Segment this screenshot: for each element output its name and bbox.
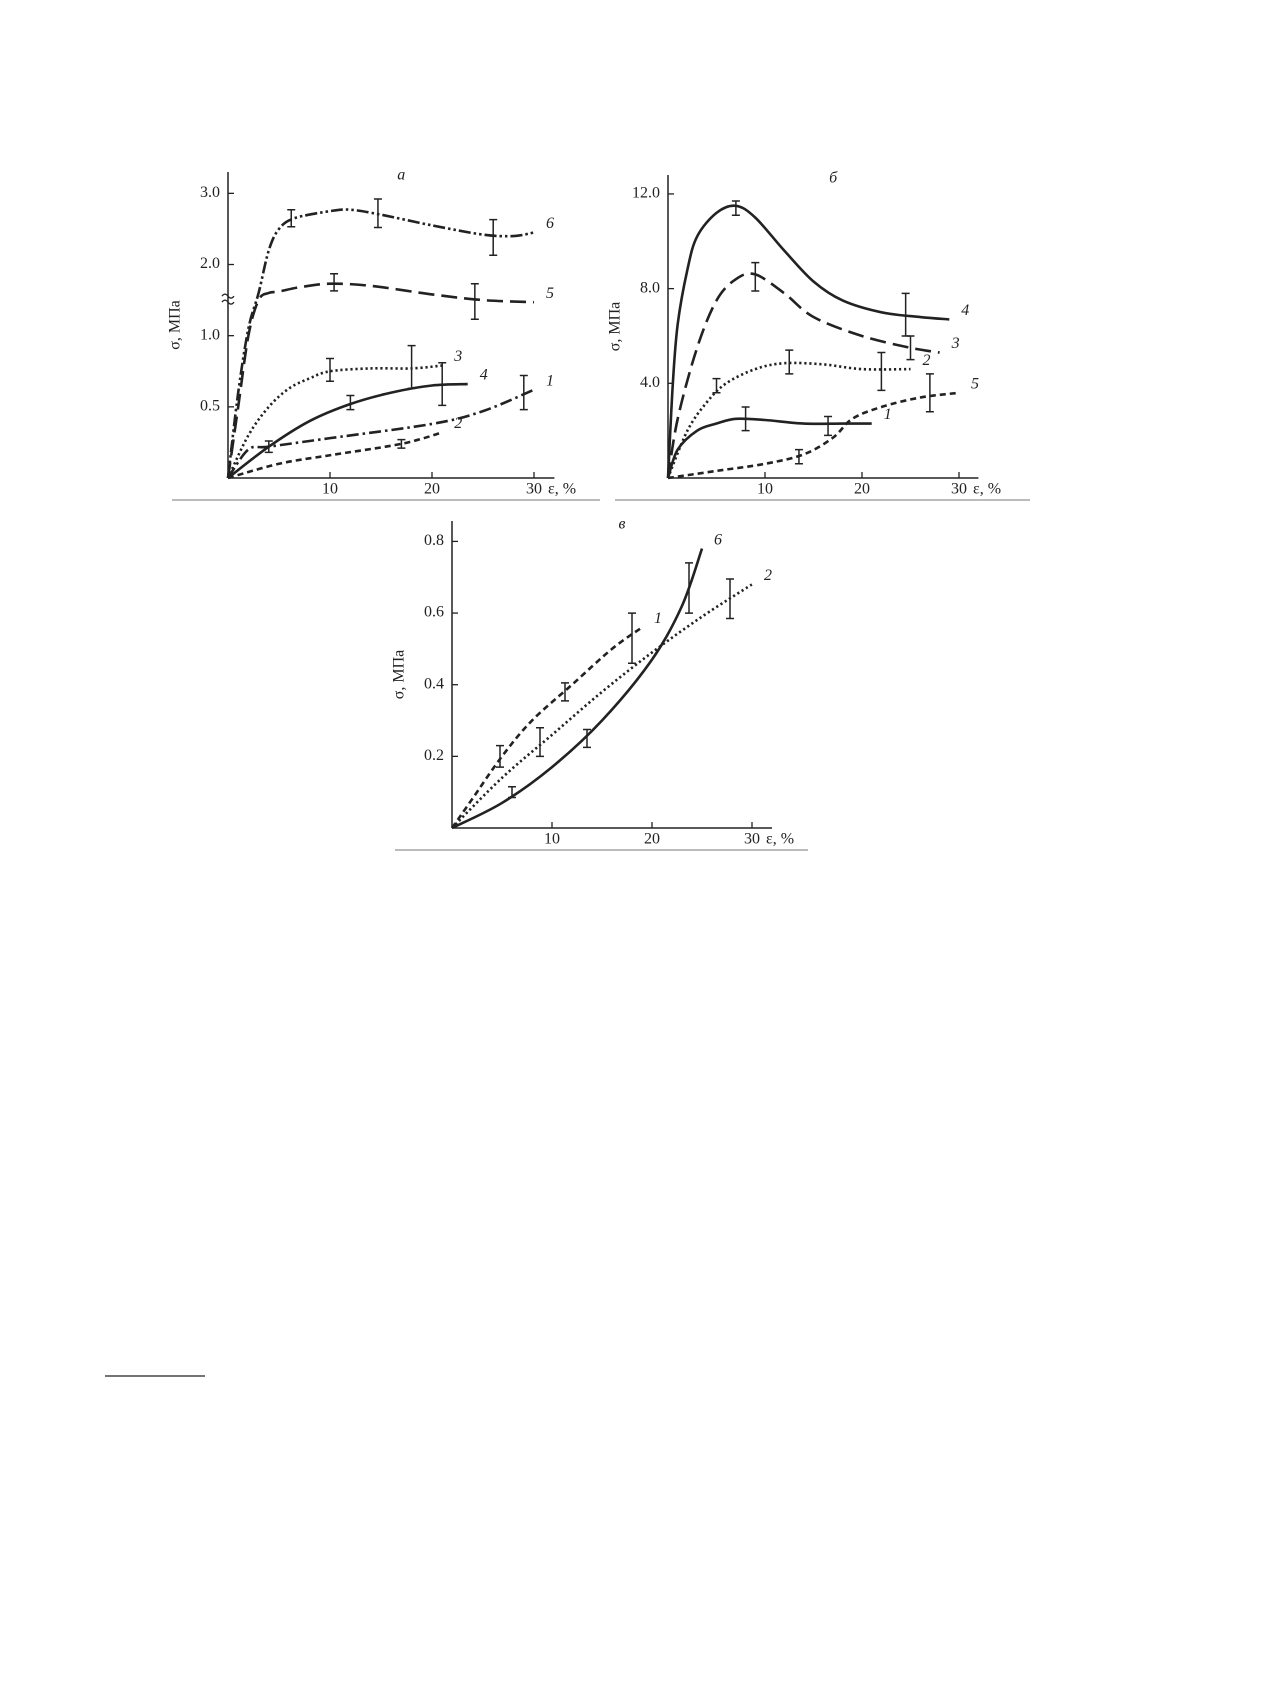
error-bar bbox=[496, 744, 504, 768]
y-tick-label: 8.0 bbox=[640, 279, 660, 296]
y-axis-label: σ, МПа bbox=[391, 650, 408, 700]
x-axis-label: ε, % bbox=[548, 481, 576, 498]
x-tick-label: 10 bbox=[757, 481, 773, 498]
curve bbox=[226, 208, 535, 479]
y-tick-label: 0.2 bbox=[424, 747, 444, 764]
y-axis-label: σ, МПа bbox=[607, 302, 624, 352]
y-tick-label: 2.0 bbox=[200, 255, 220, 272]
error-bar bbox=[628, 612, 636, 664]
error-bar bbox=[287, 208, 296, 228]
curve bbox=[666, 272, 940, 479]
y-tick-label: 0.4 bbox=[424, 675, 444, 692]
series-label: 2 bbox=[764, 567, 772, 584]
x-axis-label: ε, % bbox=[766, 831, 794, 848]
error-bar bbox=[712, 377, 721, 394]
x-tick-label: 30 bbox=[951, 481, 967, 498]
error-bar bbox=[925, 373, 934, 413]
error-bar bbox=[508, 786, 516, 799]
error-bar bbox=[583, 728, 591, 749]
x-tick-label: 20 bbox=[644, 831, 660, 848]
y-tick-label: 1.0 bbox=[200, 326, 220, 343]
error-bar bbox=[685, 562, 693, 614]
error-bar bbox=[906, 335, 915, 361]
error-bar bbox=[785, 349, 794, 375]
error-bar bbox=[877, 351, 886, 392]
curve bbox=[226, 364, 443, 479]
series-label: 4 bbox=[961, 302, 969, 319]
y-tick-label: 4.0 bbox=[640, 374, 660, 391]
series-label: 6 bbox=[714, 531, 722, 548]
series-label: 1 bbox=[884, 406, 892, 423]
chart-title: а bbox=[397, 167, 405, 184]
x-tick-label: 20 bbox=[424, 481, 440, 498]
error-bar bbox=[536, 726, 544, 758]
error-bar bbox=[561, 682, 569, 702]
chart-title: б bbox=[829, 170, 838, 187]
error-bar bbox=[741, 406, 750, 432]
error-bar bbox=[330, 273, 339, 292]
curve bbox=[666, 361, 911, 479]
series-label: 4 bbox=[480, 367, 488, 384]
chart-title: в bbox=[619, 516, 626, 533]
error-bar bbox=[824, 415, 833, 437]
error-bar bbox=[731, 200, 740, 216]
series-label: 2 bbox=[923, 352, 931, 369]
error-bar bbox=[326, 357, 334, 382]
error-bar bbox=[519, 374, 528, 411]
error-bar bbox=[438, 361, 447, 407]
series-label: 3 bbox=[453, 348, 462, 365]
x-axis-label: ε, % bbox=[973, 481, 1001, 498]
series-label: 1 bbox=[546, 372, 554, 389]
series-label: 3 bbox=[951, 335, 960, 352]
series-label: 6 bbox=[546, 215, 554, 232]
error-bar bbox=[407, 344, 416, 390]
error-bar bbox=[794, 448, 803, 465]
x-tick-label: 30 bbox=[526, 481, 542, 498]
y-tick-label: 0.6 bbox=[424, 604, 444, 621]
curve bbox=[451, 583, 753, 829]
series-label: 5 bbox=[971, 375, 979, 392]
x-tick-label: 20 bbox=[854, 481, 870, 498]
curve bbox=[451, 548, 704, 830]
series-label: 2 bbox=[454, 415, 462, 432]
series-label: 5 bbox=[546, 285, 554, 302]
curve bbox=[666, 417, 872, 479]
error-bar bbox=[346, 394, 355, 411]
series-label: 1 bbox=[654, 610, 662, 627]
error-bar bbox=[726, 578, 734, 620]
x-tick-label: 10 bbox=[322, 481, 338, 498]
x-tick-label: 30 bbox=[744, 831, 760, 848]
curve bbox=[226, 388, 535, 479]
x-tick-label: 10 bbox=[544, 831, 560, 848]
y-tick-label: 12.0 bbox=[632, 185, 660, 202]
error-bar bbox=[373, 198, 382, 229]
error-bar bbox=[751, 261, 760, 292]
error-bar bbox=[489, 218, 498, 257]
curve bbox=[226, 282, 535, 479]
curve bbox=[450, 626, 643, 829]
error-bar bbox=[264, 440, 273, 454]
y-axis-label: σ, МПа bbox=[167, 300, 184, 350]
curve bbox=[227, 431, 443, 480]
curve bbox=[666, 204, 950, 479]
error-bar bbox=[470, 282, 479, 321]
curve bbox=[667, 391, 960, 480]
y-tick-label: 0.5 bbox=[200, 398, 220, 415]
error-bar bbox=[397, 438, 406, 449]
y-tick-label: 0.8 bbox=[424, 532, 444, 549]
curve bbox=[227, 382, 468, 480]
y-tick-label: 3.0 bbox=[200, 184, 220, 201]
